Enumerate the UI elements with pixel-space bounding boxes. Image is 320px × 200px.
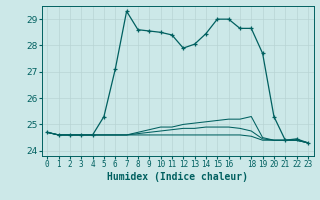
X-axis label: Humidex (Indice chaleur): Humidex (Indice chaleur)	[107, 172, 248, 182]
